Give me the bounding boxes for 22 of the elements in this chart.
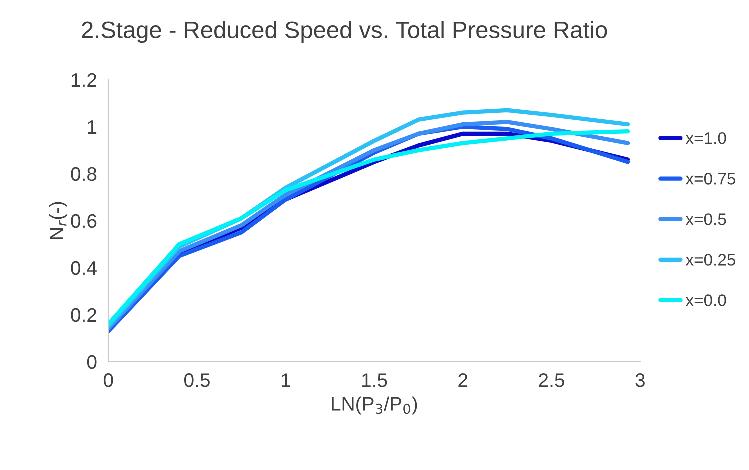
y-tick-label: 0.6: [71, 214, 97, 228]
x-tick-label: 2: [458, 374, 468, 388]
x-tick-label: 1.5: [362, 374, 388, 388]
x-tick-label: 2.5: [539, 374, 564, 388]
legend-label: x=0.0: [686, 294, 726, 306]
legend-label: x=1.0: [686, 132, 726, 144]
x-tick-label: 1: [282, 374, 290, 388]
x-tick-label: 0.5: [184, 374, 210, 388]
y-tick-label: 1: [88, 120, 97, 134]
y-axis-title: N$_{r}$(-): [49, 202, 68, 240]
x-tick-label: 0: [104, 374, 114, 388]
x-axis-title: LN(P$_{3}$/P$_{0}$): [332, 396, 418, 415]
legend-label: x=0.25: [686, 254, 736, 266]
chart-title: 2.Stage - Reduced Speed vs. Total Pressure Ratio: [82, 21, 608, 44]
y-tick-label: 0.8: [71, 167, 97, 182]
legend-label: x=0.5: [686, 214, 726, 226]
legend-label: x=0.75: [686, 173, 736, 185]
y-tick-label: 1.2: [72, 73, 97, 87]
x-tick-label: 3: [636, 374, 645, 388]
y-tick-label: 0.2: [71, 308, 97, 322]
y-tick-label: 0: [87, 355, 97, 370]
y-tick-label: 0.4: [71, 261, 97, 276]
